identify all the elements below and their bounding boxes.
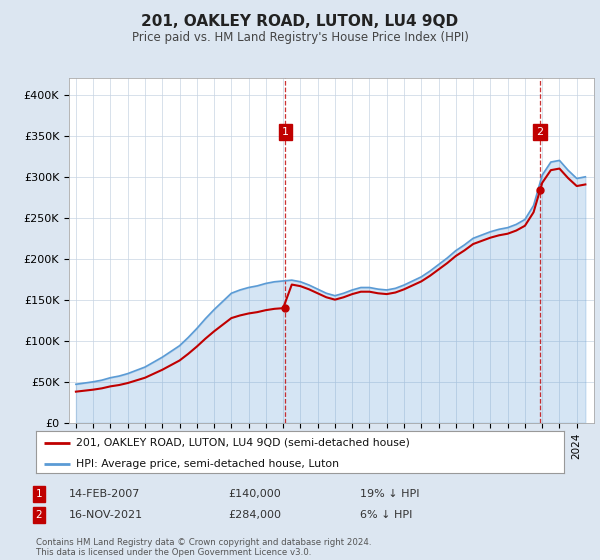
Text: 6% ↓ HPI: 6% ↓ HPI — [360, 510, 412, 520]
Text: 1: 1 — [35, 489, 43, 499]
Text: 19% ↓ HPI: 19% ↓ HPI — [360, 489, 419, 499]
Text: 2: 2 — [536, 127, 544, 137]
Text: £284,000: £284,000 — [228, 510, 281, 520]
Text: 2: 2 — [35, 510, 43, 520]
Text: 201, OAKLEY ROAD, LUTON, LU4 9QD: 201, OAKLEY ROAD, LUTON, LU4 9QD — [142, 14, 458, 29]
Text: 16-NOV-2021: 16-NOV-2021 — [69, 510, 143, 520]
Text: Price paid vs. HM Land Registry's House Price Index (HPI): Price paid vs. HM Land Registry's House … — [131, 31, 469, 44]
Text: Contains HM Land Registry data © Crown copyright and database right 2024.
This d: Contains HM Land Registry data © Crown c… — [36, 538, 371, 557]
Text: £140,000: £140,000 — [228, 489, 281, 499]
Text: 1: 1 — [282, 127, 289, 137]
Text: 14-FEB-2007: 14-FEB-2007 — [69, 489, 140, 499]
Text: 201, OAKLEY ROAD, LUTON, LU4 9QD (semi-detached house): 201, OAKLEY ROAD, LUTON, LU4 9QD (semi-d… — [76, 438, 409, 448]
Text: HPI: Average price, semi-detached house, Luton: HPI: Average price, semi-detached house,… — [76, 459, 338, 469]
